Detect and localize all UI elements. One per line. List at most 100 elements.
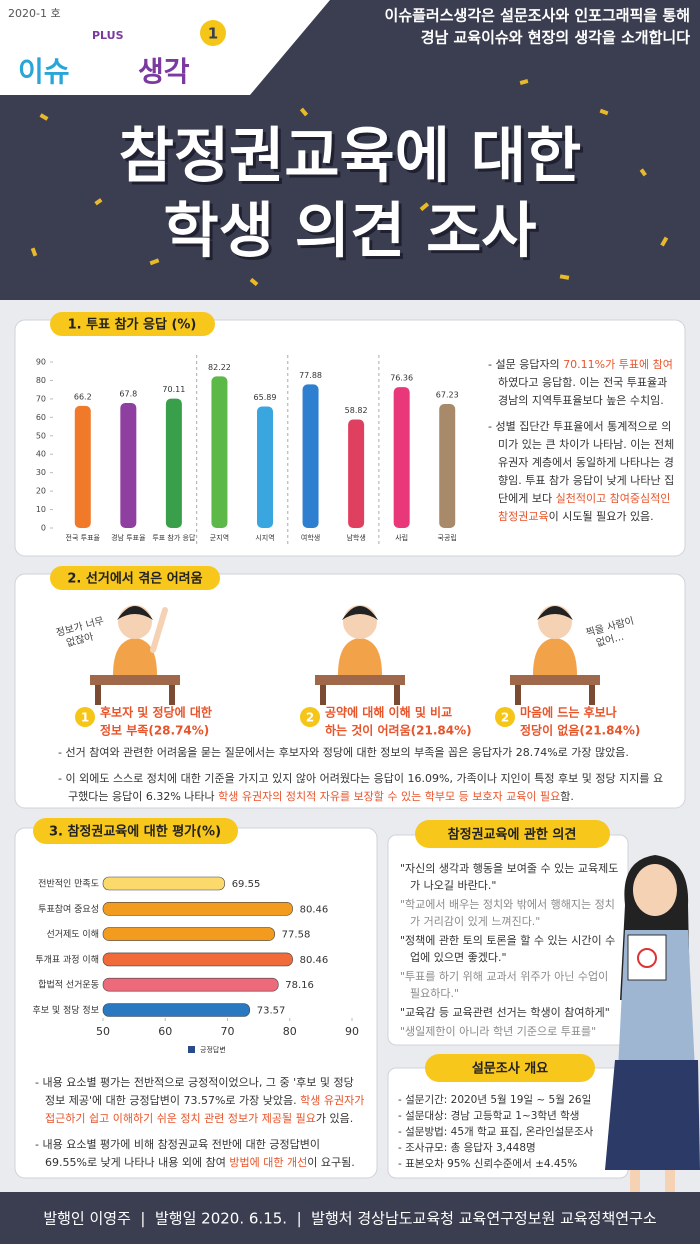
y-tick-label: 선거제도 이해 (46, 929, 99, 940)
bar (102, 977, 279, 992)
number-badge (495, 707, 515, 727)
x-tick-label: 전국 투표율 (66, 533, 101, 542)
y-tick-label: 10 (36, 505, 46, 514)
y-tick-label: 후보 및 정당 정보 (32, 1004, 99, 1016)
title-shadow: 학생 의견 조사 (167, 200, 540, 270)
title: 학생 의견 조사 (164, 197, 537, 267)
item-number: 2 (501, 711, 509, 725)
quote: "자신의 생각과 행동을 보여줄 수 있는 교육제도가 나오길 바란다." (400, 862, 619, 892)
hair (117, 606, 153, 620)
y-tick-label: 40 (36, 450, 46, 459)
x-tick-label: 50 (96, 1025, 110, 1038)
x-tick-label: 60 (158, 1025, 172, 1038)
text-segment: - 성별 집단간 투표율에서 통계적으로 의미가 있는 큰 차이가 나타남. 이… (488, 420, 675, 505)
pill (50, 566, 220, 590)
illustration (510, 605, 600, 705)
bar (257, 406, 273, 528)
x-tick-label: 80 (283, 1025, 297, 1038)
quote: "투표를 하기 위해 교과서 위주가 아닌 수업이 필요하다." (400, 970, 609, 1000)
text-segment: - 이 외에도 스스로 정치에 대한 기준을 가지고 있지 않아 어려웠다는 응… (58, 772, 664, 803)
x-tick-label: 여학생 (301, 533, 320, 542)
pill (50, 312, 215, 336)
bar (393, 387, 410, 528)
logo-plus: PLUS (92, 29, 124, 42)
desk-leg (95, 685, 101, 705)
text-segment: - 내용 요소별 평가는 전반적으로 긍정적이었으나, 그 중 '후보 및 정당… (35, 1076, 354, 1107)
desk-leg (589, 685, 595, 705)
text-segment: 하였다고 응답함. 이는 전국 투표율과 경남의 지역투표율보다 높은 수치임. (498, 376, 668, 407)
item-label: 공약에 대해 이해 및 비교 (325, 705, 452, 720)
item-label: 정당이 없음(21.84%) (520, 723, 640, 738)
bar (102, 901, 293, 916)
y-tick-label: 투개표 과정 이해 (35, 954, 99, 965)
bar (165, 398, 182, 528)
confetti (30, 79, 669, 287)
issue: 2020-1 호 (8, 7, 61, 20)
section-title: 1. 투표 참가 응답 (%) (68, 317, 197, 333)
section-title: 참정권교육에 관한 의견 (448, 827, 577, 843)
value-label: 78.16 (285, 980, 314, 991)
item-number: 2 (306, 711, 314, 725)
number-badge (200, 20, 226, 46)
bullets: - 선거 참여와 관련한 어려움을 묻는 질문에서는 후보자와 정당에 대한 정… (58, 744, 673, 814)
illustration (315, 605, 405, 705)
text-segment: 함. (560, 790, 574, 803)
y-tick-label: 투표참여 중요성 (38, 903, 99, 915)
section-title: 3. 참정권교육에 대한 평가(%) (49, 824, 221, 840)
desk-leg (320, 685, 326, 705)
overview-item: - 설문방법: 45개 학교 표집, 온라인설문조사 (398, 1126, 594, 1138)
body (113, 638, 157, 675)
text-segment: 실천적이고 참여중심적인 참정권교육 (498, 492, 671, 523)
text-segment: 이 요구됨. (307, 1156, 355, 1169)
x-tick-label: 투표 참가 응답 (152, 533, 196, 542)
y-tick-label: 90 (36, 358, 46, 367)
bar (211, 376, 228, 528)
number-badge (300, 707, 320, 727)
tagline: 이슈플러스생각은 설문조사와 인포그래픽을 통해 (385, 7, 690, 25)
value-label: 58.82 (345, 406, 368, 415)
bullet: - 이 외에도 스스로 정치에 대한 기준을 가지고 있지 않아 어려웠다는 응… (58, 770, 673, 806)
hair (342, 606, 378, 620)
bar (102, 1003, 251, 1017)
item-number: 1 (81, 711, 89, 725)
desk-leg (515, 685, 521, 705)
legend-label: 긍정답변 (200, 1045, 226, 1054)
desk (315, 675, 405, 685)
y-tick-label: 전반적인 만족도 (38, 878, 99, 890)
text-segment: - 설문 응답자의 (488, 358, 564, 371)
overview-item: - 조사규모: 총 응답자 3,448명 (398, 1142, 536, 1154)
text-segment: 70.11%가 투표에 참여 (563, 358, 673, 371)
logo-sub: 생각 (138, 55, 190, 88)
bar (348, 419, 365, 528)
x-tick-label: 70 (221, 1025, 235, 1038)
value-label: 77.58 (282, 930, 311, 941)
item-label: 정보 부족(28.74%) (100, 723, 209, 738)
pill (415, 820, 610, 848)
bullet: - 내용 요소별 평가에 비해 참정권교육 전반에 대한 긍정답변이 69.55… (35, 1136, 365, 1172)
legend-marker (188, 1046, 195, 1053)
desk-leg (169, 685, 175, 705)
bullet: - 선거 참여와 관련한 어려움을 묻는 질문에서는 후보자와 정당에 대한 정… (58, 744, 673, 762)
text-segment: 가 있음. (315, 1112, 354, 1125)
logo-main: 이슈 (18, 55, 70, 88)
quotes: "자신의 생각과 행동을 보여줄 수 있는 교육제도가 나오길 바란다." "학교… (400, 860, 620, 1042)
body (533, 638, 577, 675)
pill (33, 818, 238, 844)
y-tick-label: 20 (36, 487, 46, 496)
overview-list: - 설문기간: 2020년 5월 19일 ~ 5월 26일 - 설문대상: 경남 … (398, 1092, 623, 1172)
x-tick-label: 경남 투표율 (111, 533, 146, 542)
text-segment: - 선거 참여와 관련한 어려움을 묻는 질문에서는 후보자와 정당에 대한 정… (58, 746, 629, 759)
bar (102, 927, 275, 941)
item-label: 하는 것이 어려움(21.84%) (325, 723, 472, 738)
value-label: 73.57 (257, 1006, 286, 1017)
overview-item: - 표본오차 95% 신뢰수준에서 ±4.45% (398, 1158, 578, 1170)
value-label: 80.46 (300, 904, 329, 915)
x-tick-label: 국공립 (438, 534, 457, 542)
quote: "생일제한이 아니라 학년 기준으로 투표를" (400, 1025, 597, 1038)
bar (74, 405, 91, 528)
bullet: - 설문 응답자의 70.11%가 투표에 참여하였다고 응답함. 이는 전국 … (488, 356, 678, 410)
desk (90, 675, 180, 685)
value-label: 77.88 (299, 371, 322, 380)
